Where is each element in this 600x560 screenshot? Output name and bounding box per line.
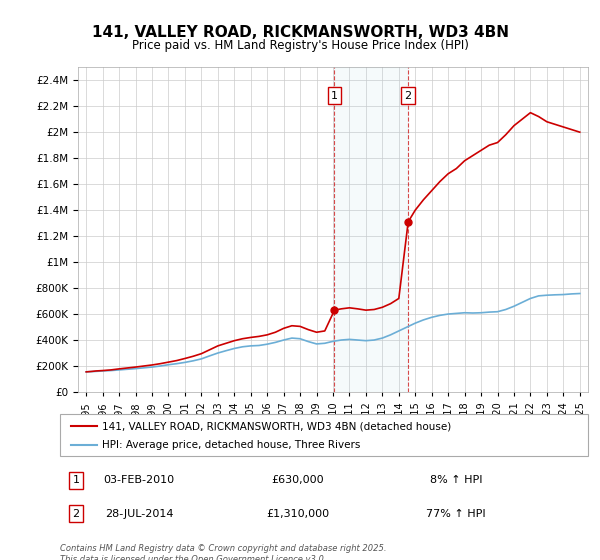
Text: Contains HM Land Registry data © Crown copyright and database right 2025.
This d: Contains HM Land Registry data © Crown c… [60,544,386,560]
Text: 2: 2 [404,91,412,101]
Text: £630,000: £630,000 [271,475,324,486]
Text: 1: 1 [73,475,79,486]
Bar [334,67,408,392]
Text: 141, VALLEY ROAD, RICKMANSWORTH, WD3 4BN (detached house): 141, VALLEY ROAD, RICKMANSWORTH, WD3 4BN… [102,421,451,431]
Text: HPI: Average price, detached house, Three Rivers: HPI: Average price, detached house, Thre… [102,440,361,450]
FancyBboxPatch shape [60,414,588,456]
Text: 28-JUL-2014: 28-JUL-2014 [105,508,173,519]
Text: 141, VALLEY ROAD, RICKMANSWORTH, WD3 4BN: 141, VALLEY ROAD, RICKMANSWORTH, WD3 4BN [91,25,509,40]
Text: 77% ↑ HPI: 77% ↑ HPI [426,508,486,519]
Text: 2: 2 [72,508,79,519]
Text: Price paid vs. HM Land Registry's House Price Index (HPI): Price paid vs. HM Land Registry's House … [131,39,469,52]
Text: 1: 1 [331,91,338,101]
Text: 03-FEB-2010: 03-FEB-2010 [104,475,175,486]
Text: 8% ↑ HPI: 8% ↑ HPI [430,475,482,486]
Text: £1,310,000: £1,310,000 [266,508,329,519]
